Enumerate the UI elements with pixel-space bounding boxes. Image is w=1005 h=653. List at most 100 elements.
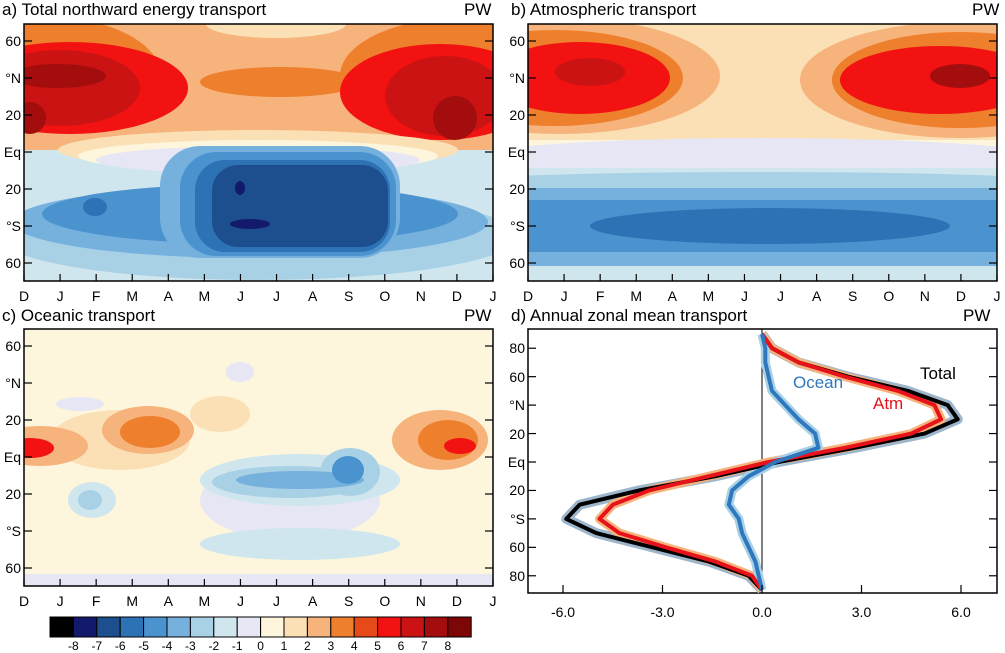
colorbar-swatch: [283, 616, 308, 638]
month-tick-label: J: [236, 593, 244, 609]
y-tick-label: 20: [509, 482, 525, 499]
month-tick-label: J: [273, 593, 281, 609]
lat-tick-label: 20: [509, 107, 525, 123]
panel-a-contours: [24, 24, 493, 281]
colorbar-swatch: [330, 616, 355, 638]
legend-total: Total: [920, 364, 956, 383]
month-tick-label: A: [811, 288, 822, 304]
lat-tick-label: 60: [5, 255, 21, 271]
colorbar-swatch: [143, 616, 168, 638]
month-tick-label: M: [630, 288, 643, 304]
month-tick-label: D: [18, 288, 30, 304]
series-line-ocean: [726, 333, 821, 591]
lat-tick-label: 20: [5, 181, 21, 197]
colorbar-label: -7: [91, 639, 103, 653]
series-line-atm: [597, 332, 944, 592]
lat-tick-label: °S: [6, 523, 21, 539]
month-tick-label: D: [451, 288, 462, 304]
colorbar-swatch: [49, 616, 74, 638]
y-tick-label: 80: [509, 567, 525, 584]
y-tick-label: °N: [509, 397, 525, 414]
month-tick-label: N: [919, 288, 930, 304]
lat-tick-label: 60: [5, 560, 21, 576]
colorbar-label: 7: [421, 639, 428, 653]
colorbar-swatch: [166, 616, 191, 638]
y-tick-label: 20: [509, 425, 525, 442]
month-tick-label: M: [198, 593, 211, 609]
lat-tick-label: °N: [509, 70, 525, 86]
colorbar-label: -8: [68, 639, 79, 653]
lat-tick-label: 20: [5, 412, 21, 428]
panel-b-unit: PW: [972, 0, 1000, 19]
month-tick-label: M: [198, 288, 211, 304]
lat-tick-label: Eq: [3, 449, 21, 465]
colorbar-label: -2: [208, 639, 220, 653]
month-tick-label: O: [379, 288, 391, 304]
colorbar-label: -4: [161, 639, 173, 653]
lat-tick-label: Eq: [3, 144, 21, 160]
lat-tick-label: °S: [510, 218, 525, 234]
panel-a-title: a) Total northward energy transport: [2, 0, 267, 19]
panel-d-title: d) Annual zonal mean transport: [511, 306, 748, 325]
month-tick-label: A: [667, 288, 677, 304]
month-tick-label: J: [560, 288, 568, 304]
colorbar-label: 3: [327, 639, 335, 653]
x-tick-label: 3.0: [851, 604, 872, 620]
x-tick-label: 6.0: [951, 604, 971, 620]
colorbar-label: -1: [231, 639, 243, 653]
month-tick-label: J: [489, 593, 497, 609]
colorbar-swatch: [423, 616, 449, 638]
month-tick-label: N: [415, 288, 426, 304]
colorbar-swatch: [447, 616, 472, 638]
month-tick-label: J: [489, 288, 497, 304]
panel-b-contours: [528, 24, 997, 281]
legend-ocean: Ocean: [793, 373, 844, 392]
lat-tick-label: °N: [5, 375, 21, 391]
month-tick-label: F: [91, 288, 101, 304]
panel-c-contours: [24, 329, 493, 586]
x-tick-label: -6.0: [550, 604, 576, 620]
colorbar-swatch: [377, 616, 402, 638]
month-tick-label: D: [451, 593, 462, 609]
month-tick-label: J: [740, 288, 748, 304]
lat-tick-label: 20: [5, 107, 21, 123]
month-tick-label: A: [163, 593, 173, 609]
panel-c-unit: PW: [464, 306, 492, 325]
lat-tick-label: 60: [5, 338, 21, 354]
colorbar-swatch: [96, 616, 121, 638]
colorbar-label: 0: [257, 639, 264, 653]
lat-tick-label: 60: [509, 255, 525, 271]
lat-tick-label: Eq: [507, 144, 525, 160]
colorbar-swatch: [119, 616, 145, 638]
colorbar-label: 8: [444, 639, 452, 653]
month-tick-label: J: [777, 288, 785, 304]
month-tick-label: A: [307, 288, 318, 304]
month-tick-label: M: [126, 288, 139, 304]
month-tick-label: D: [955, 288, 966, 304]
month-tick-label: F: [91, 593, 101, 609]
colorbar-label: 6: [397, 639, 405, 653]
colorbar-swatch: [213, 616, 238, 638]
colorbar-label: -3: [185, 639, 196, 653]
axis-ticks: [23, 40, 998, 593]
colorbar-swatch: [260, 616, 285, 638]
x-tick-label: 0.0: [752, 604, 772, 620]
colorbar-label: 1: [280, 639, 288, 653]
month-tick-label: J: [993, 288, 1001, 304]
month-tick-label: J: [56, 593, 64, 609]
lat-tick-label: 20: [5, 486, 21, 502]
month-tick-label: S: [344, 288, 354, 304]
y-tick-label: Eq: [507, 454, 525, 470]
colorbar-swatch: [306, 616, 332, 638]
month-tick-label: O: [883, 288, 895, 304]
month-tick-label: O: [379, 593, 391, 609]
colorbar-label: -5: [138, 639, 149, 653]
panel-d-unit: PW: [963, 306, 991, 325]
y-tick-label: 60: [509, 539, 525, 556]
month-tick-label: M: [702, 288, 715, 304]
y-tick-label: °S: [510, 510, 525, 527]
colorbar-swatch: [189, 616, 215, 638]
lat-tick-label: °N: [5, 70, 21, 86]
month-tick-label: S: [848, 288, 858, 304]
